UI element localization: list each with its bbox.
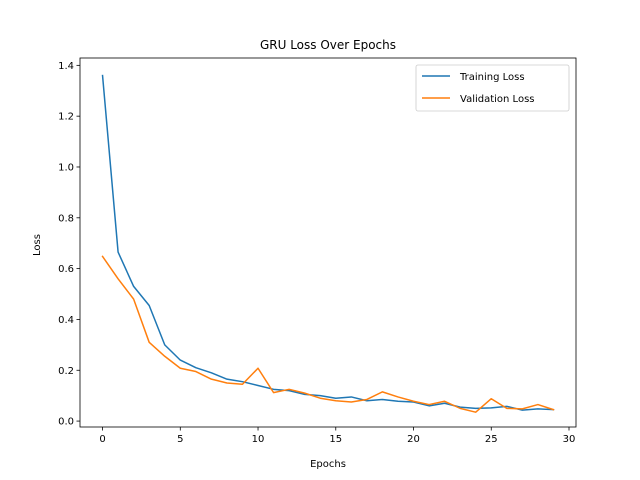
y-tick-label: 1.0 — [58, 162, 74, 173]
y-tick-label: 1.2 — [58, 112, 74, 123]
x-tick-label: 15 — [329, 434, 342, 445]
x-tick-label: 5 — [177, 434, 183, 445]
x-tick-label: 20 — [407, 434, 420, 445]
y-axis-ticks: 0.0 0.2 0.4 0.6 0.8 1.0 1.2 1.4 — [58, 61, 80, 428]
x-tick-label: 10 — [252, 434, 265, 445]
y-tick-label: 0.6 — [58, 264, 74, 275]
legend-label: Training Loss — [459, 72, 525, 83]
y-tick-label: 1.4 — [58, 61, 74, 72]
x-tick-label: 0 — [99, 434, 105, 445]
x-axis-ticks: 0 5 10 15 20 25 30 — [99, 427, 575, 445]
chart-title: GRU Loss Over Epochs — [260, 38, 396, 52]
x-tick-label: 25 — [485, 434, 498, 445]
y-tick-label: 0.4 — [58, 315, 74, 326]
legend: Training Loss Validation Loss — [415, 64, 570, 112]
axes-frame — [79, 57, 577, 428]
series-line-validation-loss — [101, 255, 555, 413]
x-tick-label: 30 — [563, 434, 576, 445]
legend-box — [415, 64, 570, 112]
y-tick-label: 0.8 — [58, 213, 74, 224]
legend-label: Validation Loss — [460, 94, 535, 105]
series-layer — [101, 74, 555, 413]
x-axis-label: Epochs — [310, 459, 346, 470]
y-tick-label: 0.2 — [58, 366, 74, 377]
y-axis-label: Loss — [32, 234, 43, 256]
y-tick-label: 0.0 — [58, 417, 74, 428]
series-line-training-loss — [101, 74, 555, 411]
